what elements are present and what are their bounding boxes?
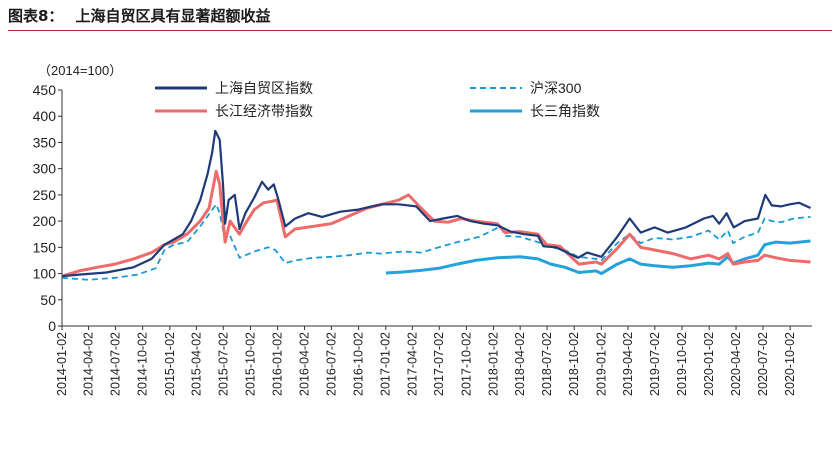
- legend-label-1: 沪深300: [530, 80, 582, 96]
- legend: 上海自贸区指数 沪深300 长江经济带指数 长三角指数: [155, 80, 600, 119]
- series-line-0: [61, 129, 811, 278]
- x-tick-label: 2015-10-02: [243, 332, 257, 396]
- x-tick-label: 2019-10-02: [675, 332, 689, 396]
- x-tick-label: 2016-07-02: [324, 332, 338, 396]
- x-tick-label: 2015-04-02: [189, 332, 203, 396]
- y-tick-label: 400: [33, 108, 57, 124]
- axes: 0 50 100 150 200 250 300 350 400 450 2014-01-02 201…: [33, 82, 812, 396]
- x-tick-label: 2018-04-02: [513, 332, 527, 396]
- x-tick-label: 2017-01-02: [379, 332, 393, 396]
- x-tick-label: 2019-07-02: [648, 332, 662, 396]
- x-tick-label: 2014-01-02: [55, 332, 69, 396]
- legend-label-3: 长三角指数: [530, 103, 600, 119]
- x-tick-label: 2020-07-02: [756, 332, 770, 396]
- y-tick-label: 150: [33, 239, 57, 255]
- series-line-2: [61, 169, 811, 278]
- legend-label-2: 长江经济带指数: [215, 103, 313, 119]
- x-tick-label: 2016-04-02: [298, 332, 312, 396]
- x-tick-label: 2014-04-02: [82, 332, 96, 396]
- title-divider: [8, 30, 832, 31]
- series-line-3: [385, 239, 811, 276]
- y-tick-label: 450: [33, 82, 57, 98]
- x-tick-label: 2019-04-02: [621, 332, 635, 396]
- figure-number: 图表8：: [8, 7, 64, 25]
- x-tick-label: 2014-10-02: [136, 332, 150, 396]
- x-tick-label: 2017-10-02: [459, 332, 473, 396]
- x-tick-label: 2016-10-02: [352, 332, 366, 396]
- x-tick-label: 2018-01-02: [487, 332, 501, 396]
- x-tick-label: 2017-07-02: [432, 332, 446, 396]
- figure-title: 图表8： 上海自贸区具有显著超额收益: [8, 5, 270, 26]
- x-tick-label: 2016-01-02: [271, 332, 285, 396]
- x-tick-label: 2020-10-02: [783, 332, 797, 396]
- series-layer: [61, 129, 811, 281]
- x-tick-label: 2018-07-02: [540, 332, 554, 396]
- y-unit-label: （2014=100）: [38, 63, 122, 78]
- y-tick-label: 250: [33, 187, 57, 203]
- y-tick-label: 300: [33, 161, 57, 177]
- x-tick-label: 2018-10-02: [567, 332, 581, 396]
- y-tick-label: 50: [40, 292, 56, 308]
- y-tick-label: 200: [33, 213, 57, 229]
- series-line-1: [61, 203, 811, 281]
- x-tick-label: 2014-07-02: [108, 332, 122, 396]
- x-tick-label: 2019-01-02: [594, 332, 608, 396]
- x-tick-label: 2020-04-02: [729, 332, 743, 396]
- y-tick-label: 100: [33, 266, 57, 282]
- x-tick-label: 2017-04-02: [405, 332, 419, 396]
- figure-title-text: 上海自贸区具有显著超额收益: [75, 7, 271, 25]
- y-tick-label: 350: [33, 134, 57, 150]
- y-tick-label: 0: [48, 318, 56, 334]
- x-tick-label: 2015-07-02: [216, 332, 230, 396]
- x-tick-label: 2020-01-02: [702, 332, 716, 396]
- x-tick-label: 2015-01-02: [163, 332, 177, 396]
- legend-label-0: 上海自贸区指数: [215, 80, 313, 96]
